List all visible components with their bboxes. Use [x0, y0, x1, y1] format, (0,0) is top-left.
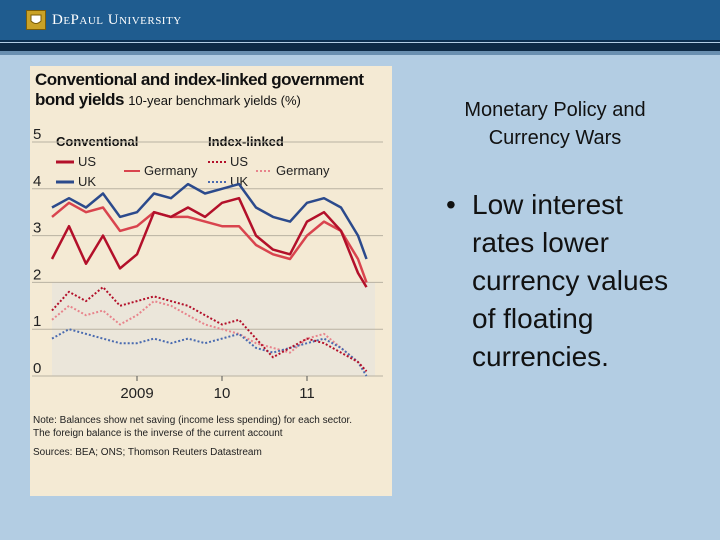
series-line-germany-index-linked: [51, 300, 368, 372]
chart-title: Conventional and index-linked government…: [35, 70, 385, 111]
chart-panel: Conventional and index-linked government…: [30, 66, 392, 496]
x-tick-label: 11: [299, 385, 315, 402]
x-tick-label: 10: [214, 385, 231, 402]
chart-series: [50, 182, 368, 377]
chart-source: Sources: BEA; ONS; Thomson Reuters Datas…: [33, 447, 262, 458]
y-tick-label: 4: [33, 173, 41, 190]
y-tick-label: 3: [33, 220, 41, 237]
series-line-uk-index-linked: [51, 328, 368, 377]
y-tick-label: 0: [33, 360, 41, 377]
x-tick-label: 2009: [120, 385, 153, 402]
crest-icon: [26, 10, 46, 30]
series-line-uk-conventional: [51, 182, 368, 260]
university-logo[interactable]: DePaul University: [26, 10, 182, 30]
header-divider: [0, 40, 720, 42]
series-line-us-conventional: [50, 196, 368, 288]
legend-label-germany-conventional: Germany: [144, 163, 198, 178]
bullet-dot: •: [446, 189, 456, 220]
header-stripe: [0, 43, 720, 51]
legend-label-us-index: US: [230, 154, 248, 169]
note-line-1: Note: Balances show net saving (income l…: [33, 415, 353, 426]
legend-label-germany-index: Germany: [276, 163, 330, 178]
header-bar: [0, 0, 720, 40]
header-underline: [0, 51, 720, 55]
chart-note: Note: Balances show net saving (income l…: [33, 414, 388, 459]
slide-title-line-1: Monetary Policy and: [464, 99, 646, 121]
chart-grid: [32, 141, 383, 377]
y-tick-label: 1: [33, 313, 41, 330]
university-name: DePaul University: [52, 11, 182, 28]
bullet-text: Low interest rates lower currency values…: [472, 189, 669, 372]
legend-swatches: [56, 160, 272, 184]
slide-title: Monetary Policy and Currency Wars: [430, 96, 680, 152]
slide-title-line-2: Currency Wars: [488, 127, 622, 149]
chart-title-text: Conventional and index-linked government…: [35, 70, 364, 109]
note-line-2: The foreign balance is the inverse of th…: [33, 428, 283, 439]
chart-subtitle: 10-year benchmark yields (%): [128, 93, 301, 108]
legend-label-uk-conventional: UK: [78, 174, 96, 189]
y-tick-label: 5: [33, 126, 41, 143]
chart-ticks: 0 1 2 3 4 5 2009 10 11: [33, 126, 315, 402]
series-line-germany-conventional: [51, 201, 368, 283]
y-tick-label: 2: [33, 266, 41, 283]
legend-label-us-conventional: US: [78, 154, 96, 169]
